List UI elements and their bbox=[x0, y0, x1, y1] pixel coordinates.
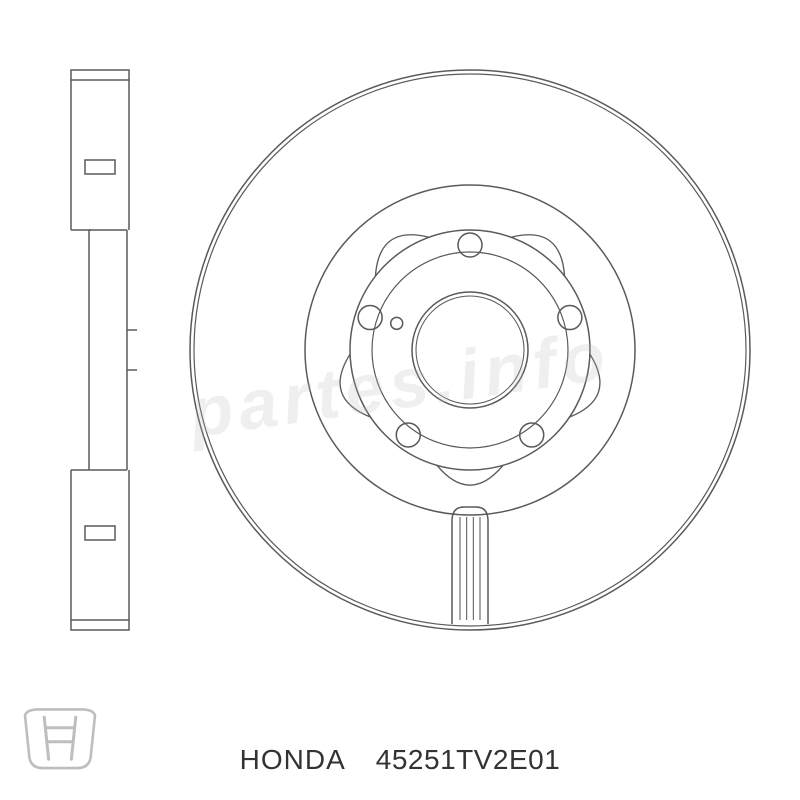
diagram-area bbox=[0, 0, 800, 700]
footer: HONDA 45251TV2E01 bbox=[0, 720, 800, 800]
brake-disc-diagram bbox=[0, 0, 800, 700]
drawing-canvas: partes.info HONDA 45251TV2E01 bbox=[0, 0, 800, 800]
part-number-label: 45251TV2E01 bbox=[376, 744, 561, 776]
brand-label: HONDA bbox=[240, 744, 346, 776]
